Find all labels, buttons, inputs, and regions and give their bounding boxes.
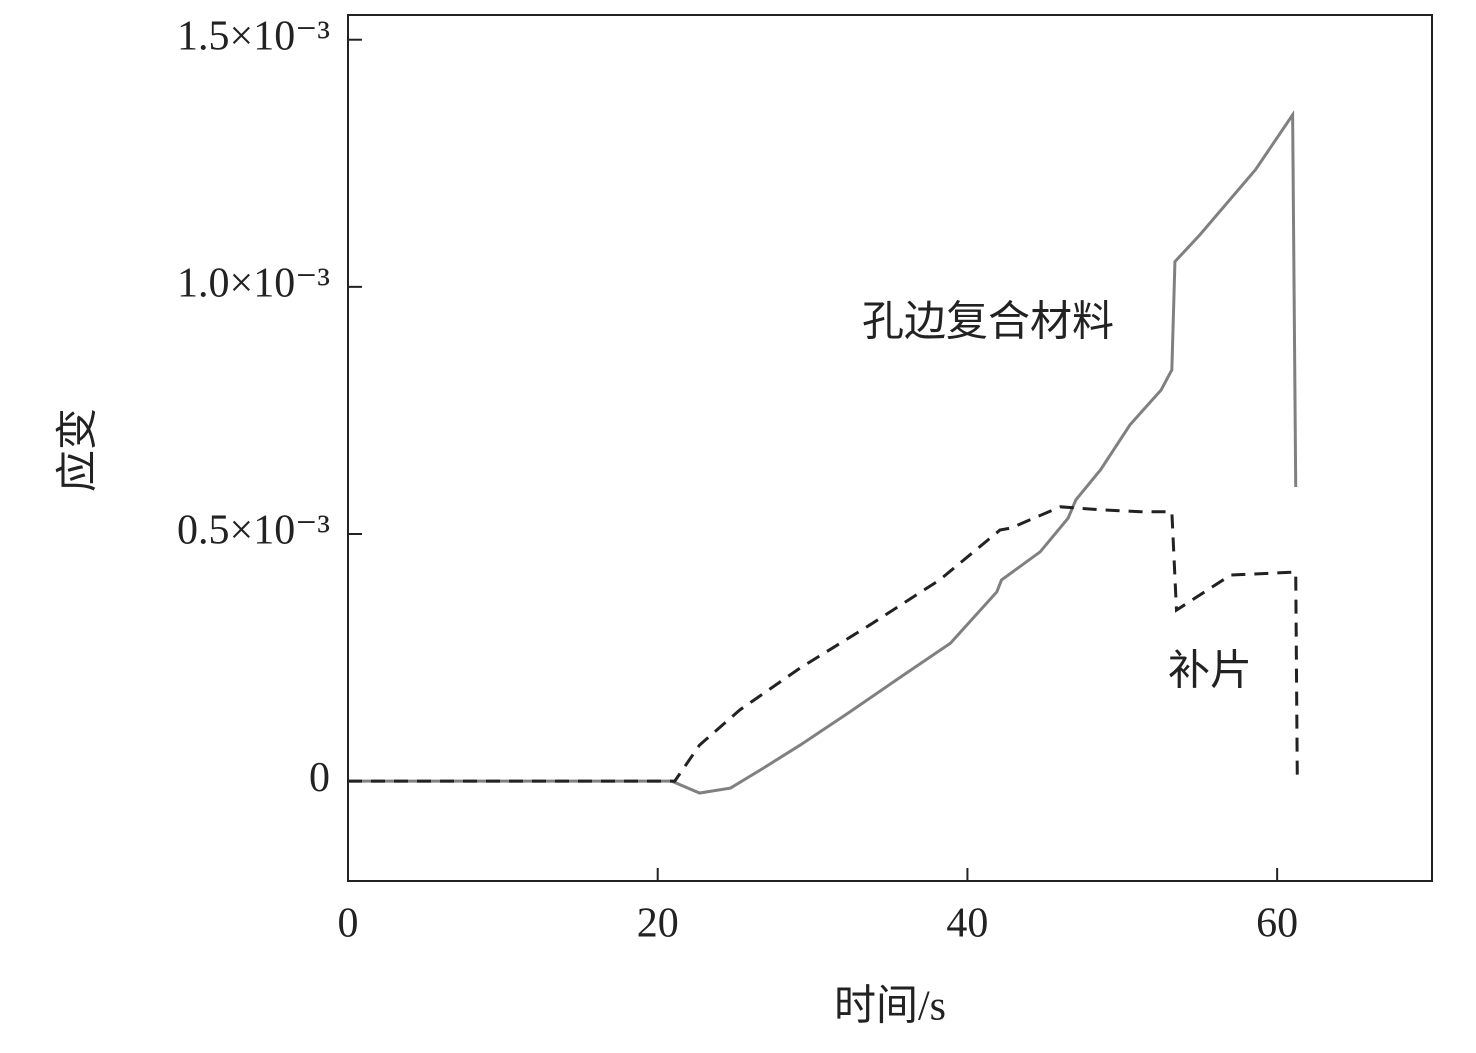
series-line [348,505,1299,783]
x-axis-label: 时间/s [834,984,946,1030]
series-label: 补片 [1168,649,1252,695]
x-tick-label: 0 [338,901,359,947]
series-line [348,110,1298,795]
y-axis-label: 应变 [55,408,102,492]
series-label: 孔边复合材料 [862,300,1114,346]
y-tick-label: 1.0×10⁻³ [177,261,330,307]
plot-frame [347,14,1433,882]
y-tick-label: 0.5×10⁻³ [177,508,330,554]
x-tick-label: 20 [637,901,679,947]
y-tick-label: 1.5×10⁻³ [177,13,330,59]
x-tick-label: 60 [1256,901,1298,947]
x-tick-label: 40 [946,901,988,947]
y-tick-label: 0 [309,755,330,801]
